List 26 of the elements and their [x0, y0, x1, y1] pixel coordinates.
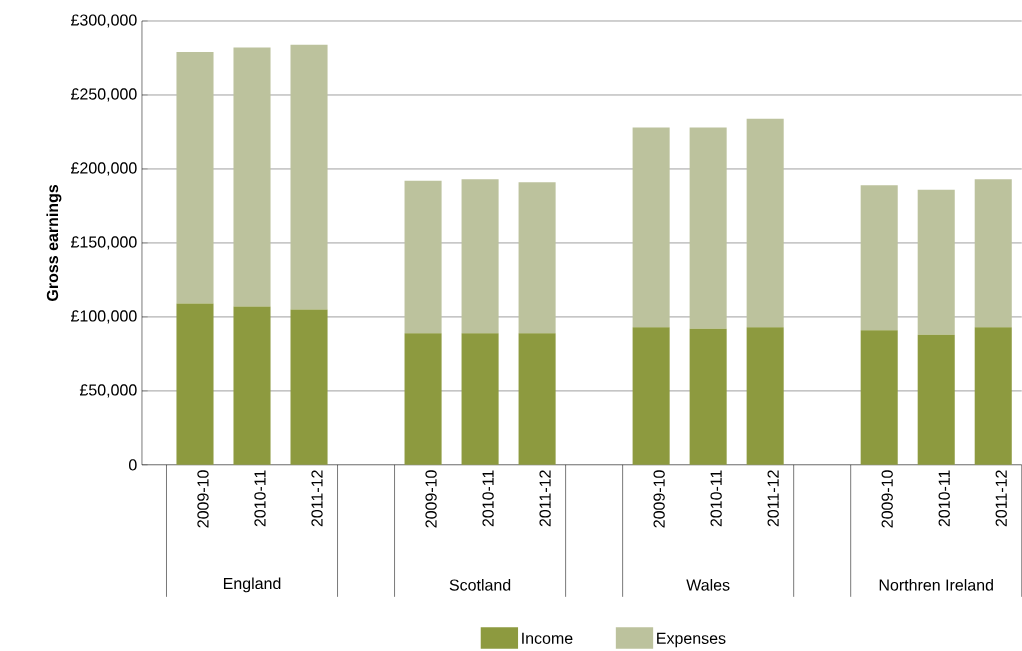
- x-tick-label: 2011-12: [311, 470, 323, 527]
- y-tick-label: £300,000: [71, 14, 137, 28]
- x-tick-label: 2010-11: [938, 470, 950, 527]
- y-axis-title: Gross earnings: [46, 184, 62, 301]
- x-tick-label: 2009-10: [653, 470, 665, 528]
- x-tick-label: 2011-12: [539, 470, 551, 527]
- y-tick-label: £200,000: [71, 162, 137, 176]
- y-tick-label: £250,000: [71, 88, 137, 102]
- text: Northren Ireland: [879, 578, 993, 591]
- y-tick-label: £150,000: [71, 236, 137, 250]
- x-tick-label: 2009-10: [881, 470, 893, 528]
- text: Wales: [686, 578, 730, 591]
- legend-label: Income: [522, 632, 573, 644]
- legend-label: Expenses: [657, 632, 726, 647]
- x-tick-label: 2011-12: [767, 470, 779, 527]
- text: England: [223, 577, 281, 593]
- x-tick-label: 2010-11: [482, 470, 494, 527]
- x-tick-label: 2009-10: [197, 470, 209, 528]
- y-tick-label: £50,000: [79, 384, 137, 398]
- text: Scotland: [449, 578, 511, 591]
- y-tick-label: £100,000: [71, 310, 137, 324]
- x-tick-label: 2010-11: [254, 470, 266, 527]
- x-tick-label: 2009-10: [425, 470, 437, 528]
- x-tick-label: 2010-11: [710, 470, 722, 527]
- x-tick-label: 2011-12: [995, 470, 1007, 527]
- y-tick-label: 0: [128, 459, 137, 471]
